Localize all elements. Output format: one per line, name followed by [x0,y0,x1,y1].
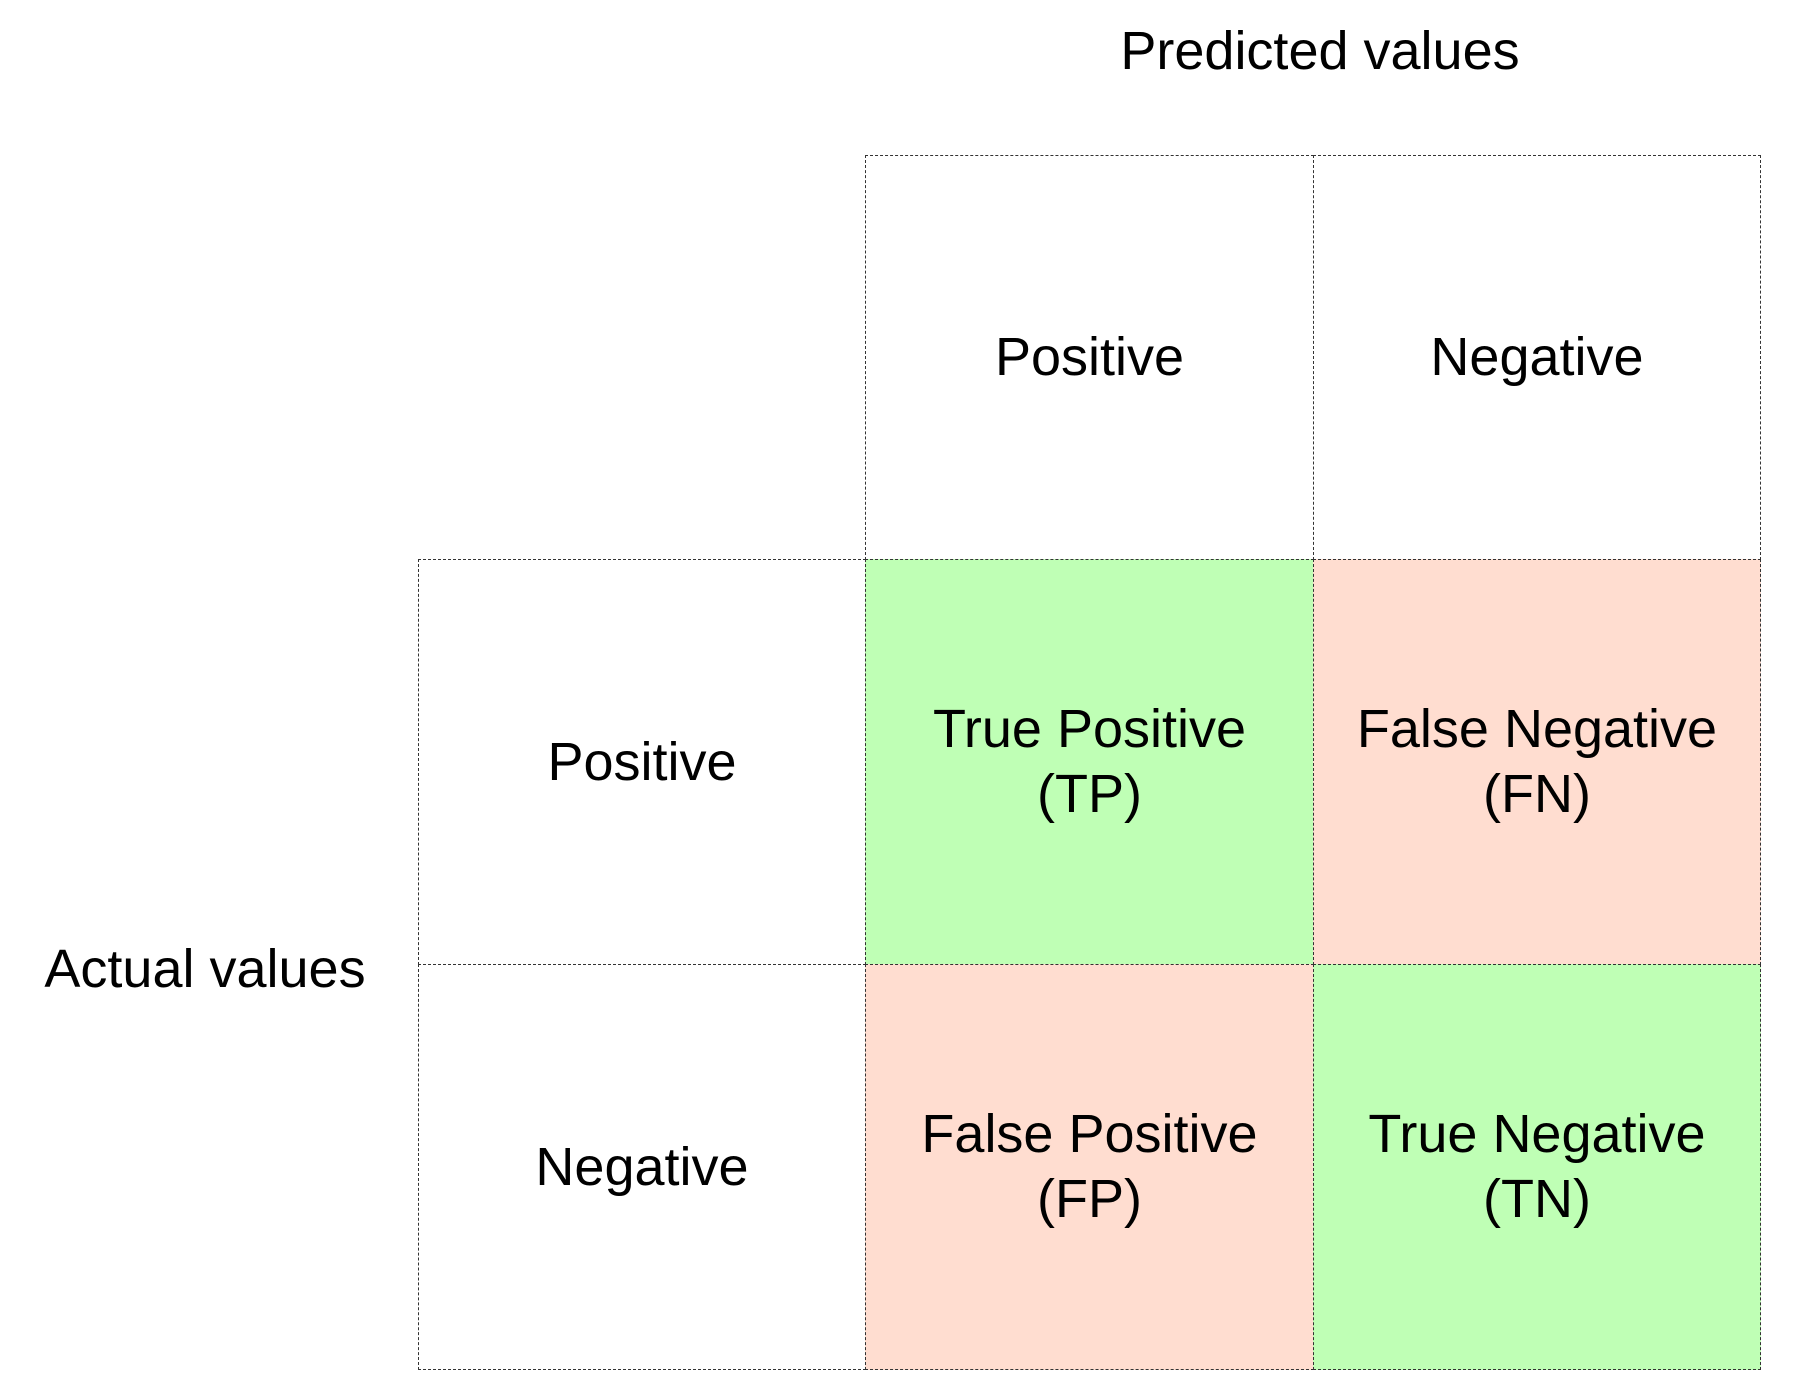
row-header-positive-label: Positive [547,731,737,792]
true-negative-name: True Negative [1368,1104,1706,1165]
predicted-values-label: Predicted values [1120,21,1520,81]
false-positive-cell: False Positive (FP) [865,964,1314,1370]
true-negative-abbr: (TN) [1483,1169,1591,1229]
false-negative-cell: False Negative (FN) [1313,559,1761,965]
false-negative-name: False Negative [1356,699,1718,760]
column-header-negative-label: Negative [1430,327,1644,388]
false-positive-name: False Positive [921,1104,1258,1165]
row-header-negative-label: Negative [535,1136,749,1197]
true-positive-cell: True Positive (TP) [865,559,1314,965]
true-positive-name: True Positive [932,699,1247,760]
false-positive-abbr: (FP) [1037,1169,1142,1229]
true-positive-abbr: (TP) [1037,764,1142,824]
column-header-positive-label: Positive [994,327,1185,388]
false-negative-abbr: (FN) [1483,764,1591,824]
column-header-positive: Positive [865,155,1314,560]
true-negative-cell: True Negative (TN) [1313,964,1761,1370]
row-header-positive: Positive [418,559,866,965]
column-header-negative: Negative [1313,155,1761,560]
row-header-negative: Negative [418,964,866,1370]
actual-values-label: Actual values [44,939,366,999]
